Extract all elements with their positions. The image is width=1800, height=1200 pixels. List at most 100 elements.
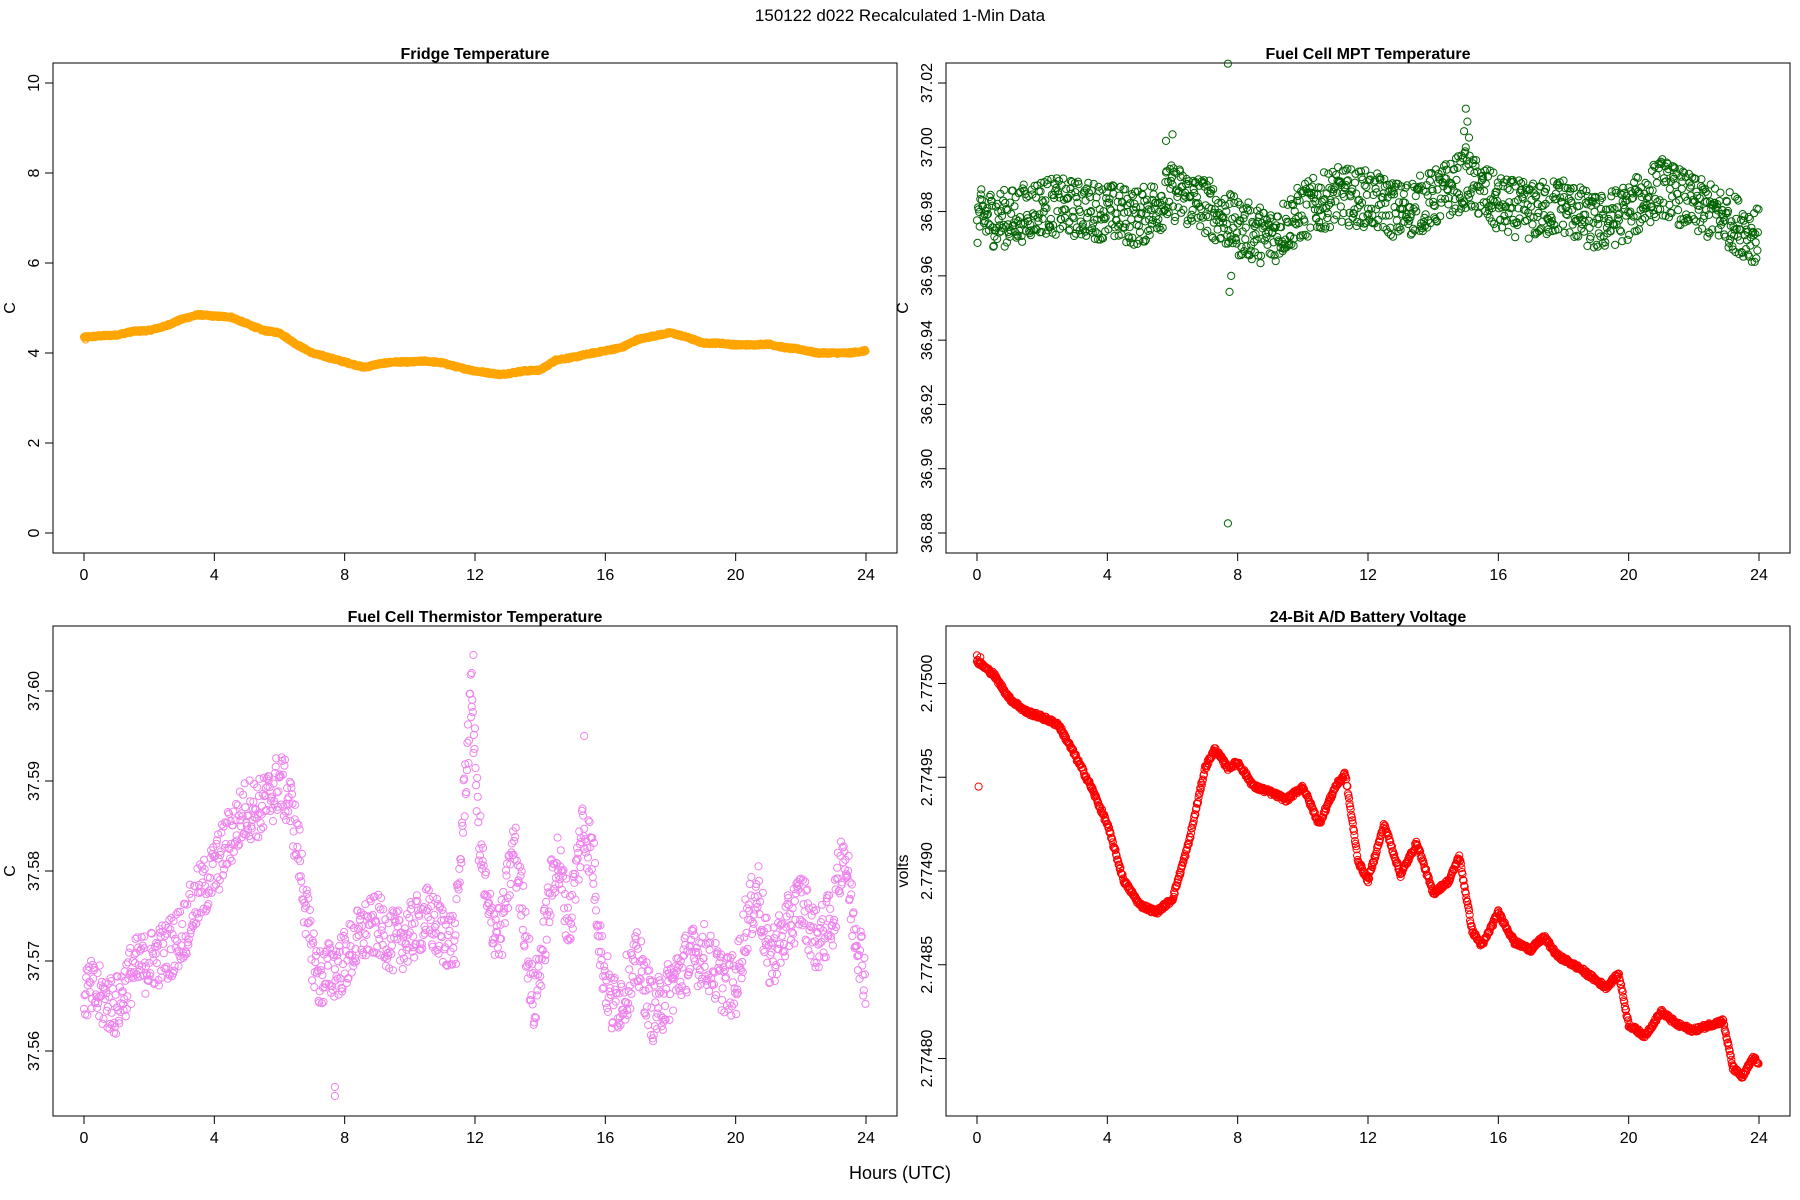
data-point [387,941,396,950]
y-tick-label: 2.77480 [919,1029,936,1087]
data-point [476,812,485,821]
data-point [732,1010,741,1019]
data-point [297,877,306,886]
data-point [398,965,407,974]
data-point [309,929,318,938]
outlier-point [1225,287,1234,296]
data-point [159,949,168,958]
data-point [590,859,600,868]
y-tick-label: 2.77490 [919,842,936,900]
y-tick-label: 36.96 [919,256,936,296]
data-point [432,920,441,929]
data-point [828,941,838,950]
x-tick-label: 4 [210,567,219,584]
data-point [352,932,361,942]
outlier-point [1460,127,1469,136]
data-point [847,880,857,889]
data-point [775,911,784,920]
data-point [281,815,291,825]
data-point [1416,171,1425,180]
data-point [1652,178,1662,187]
data-point [568,924,577,933]
data-point [1139,182,1148,191]
data-point [1558,220,1568,229]
x-tick-label: 12 [466,567,484,584]
data-point [473,773,482,783]
data-point [1634,225,1644,234]
outlier-point [1161,136,1171,145]
x-tick-label: 0 [973,567,982,584]
x-tick-label: 20 [1620,567,1638,584]
x-tick-label: 20 [727,1130,745,1147]
data-point [826,904,835,914]
data-point [861,999,870,1008]
data-point [1225,199,1234,208]
y-tick-label: 2.77500 [919,654,936,712]
panel-title: Fuel Cell Thermistor Temperature [348,609,603,626]
figure-title: 150122 d022 Recalculated 1-Min Data [754,6,1046,25]
data-point [1565,228,1574,237]
data-point [516,862,525,871]
data-point [268,817,278,826]
data-point [1306,223,1315,232]
x-tick-label: 4 [1103,1130,1112,1147]
data-point [470,744,479,754]
data-point [517,867,526,876]
panel-title: 24-Bit A/D Battery Voltage [1270,609,1467,626]
data-point [977,185,986,194]
data-point [705,945,714,954]
data-point [542,935,551,944]
data-point [342,940,351,949]
panel-title: Fuel Cell MPT Temperature [1265,46,1470,63]
x-axis: 0 4 8 12 16 20 24 [973,1115,1768,1147]
data-point [294,820,303,829]
x-tick-label: 0 [80,567,89,584]
data-point [1504,227,1513,236]
data-point [1401,183,1410,192]
data-point [468,708,477,717]
y-tick-label: 6 [26,258,43,267]
data-point [469,730,478,740]
data-point [589,879,598,888]
data-point [735,934,745,943]
y-tick-label: 37.60 [26,671,43,711]
data-point [588,873,597,882]
data-point [1611,240,1620,249]
outlier-point [330,1082,339,1092]
outlier-point [469,650,478,660]
data-point [459,828,468,837]
data-point [126,943,135,953]
x-tick-label: 8 [1233,567,1242,584]
outlier-point [1223,59,1233,68]
data-point [340,969,349,978]
data-point [620,988,629,997]
data-point [846,878,855,887]
data-point [493,943,502,952]
data-point [1070,231,1079,241]
x-tick-label: 8 [340,1130,349,1147]
y-tick-label: 10 [26,74,43,92]
data-point [1392,216,1401,225]
data-point [740,933,749,942]
data-point [1585,223,1594,232]
data-point [628,955,638,964]
data-point [347,968,356,977]
data-point [241,803,250,812]
x-tick-label: 12 [1359,567,1377,584]
data-point [1242,242,1251,251]
y-tick-label: 4 [26,348,43,357]
data-point [1241,235,1250,244]
data-point [625,965,634,974]
x-tick-label: 24 [1750,1130,1768,1147]
data-point [644,1021,653,1030]
y-tick-label: 37.58 [26,851,43,891]
data-point [1303,232,1312,241]
data-point [669,1006,678,1015]
data-points [79,650,870,1101]
data-point [308,976,317,985]
data-point [1362,182,1371,192]
data-point [467,713,476,722]
